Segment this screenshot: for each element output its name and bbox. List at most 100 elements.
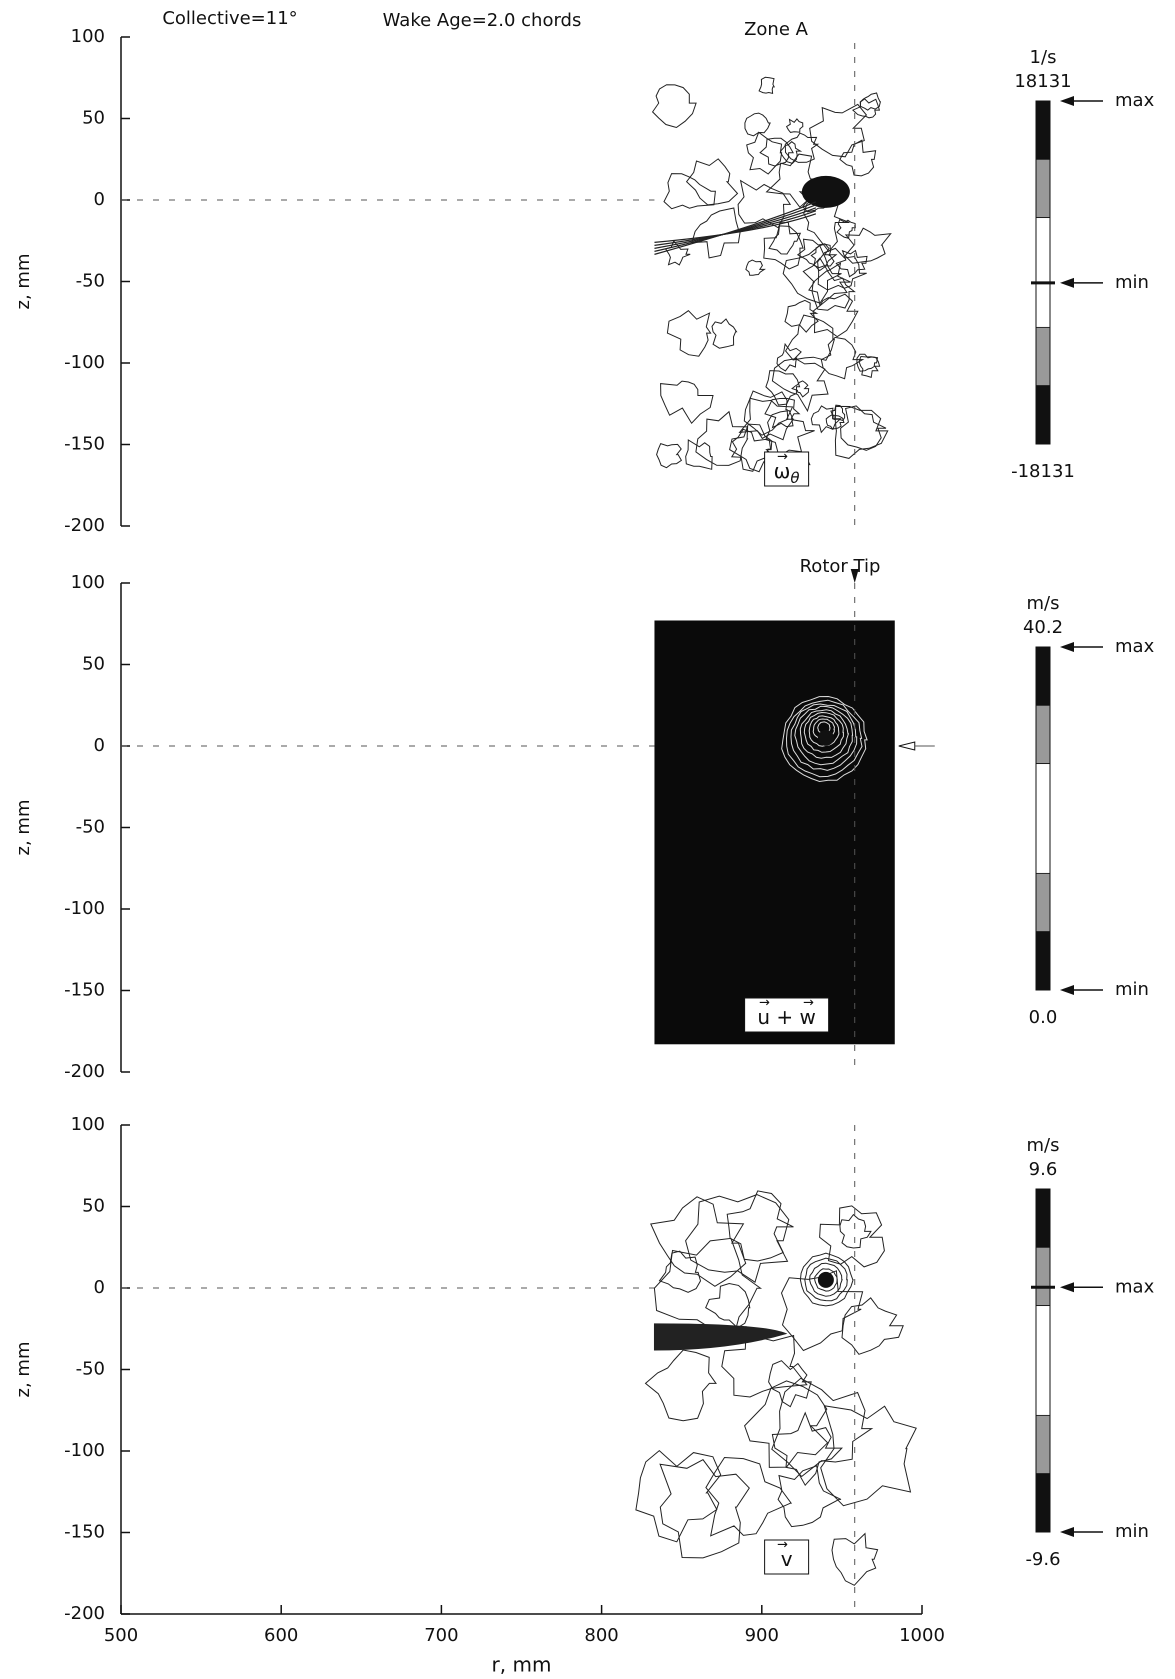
x-axis-label: r, mm: [492, 1653, 552, 1677]
contour-line: [650, 1196, 747, 1287]
colorbar-min-label: min: [1115, 272, 1149, 293]
contour-line: [803, 199, 850, 253]
vortex-ring: [804, 1257, 848, 1302]
contour-line: [765, 370, 801, 406]
colorbar-unit: m/s: [1027, 1135, 1060, 1156]
x-tick-label: 900: [745, 1625, 779, 1646]
contour-line: [835, 249, 868, 278]
y-tick-label: -100: [64, 1440, 105, 1461]
contour-line: [695, 410, 749, 466]
quantity-box: [764, 1539, 810, 1575]
colorbar-max-value: 18131: [1014, 71, 1071, 92]
colorbar-min-value: -18131: [1011, 461, 1075, 482]
colorbar-segment: [1035, 931, 1051, 991]
collective-label: Collective=11°: [162, 8, 297, 29]
contour-line: [764, 397, 801, 429]
quantity-label: v: [781, 1547, 793, 1571]
arrow-head: [1060, 96, 1074, 106]
contour-line: [856, 353, 879, 372]
contour-line: [791, 380, 810, 398]
quantity-box: [764, 451, 810, 487]
vortex-ring: [809, 1262, 843, 1297]
contour-line: [658, 1250, 702, 1293]
y-tick-label: 50: [82, 108, 105, 129]
contour-line: [758, 76, 776, 95]
contour-line: [691, 207, 741, 259]
y-tick-label: -100: [64, 352, 105, 373]
rotor-tip-label: Rotor Tip: [800, 556, 881, 577]
vortex-ring: [814, 1268, 838, 1292]
colorbar-min-value: 0.0: [1029, 1007, 1058, 1028]
contours: [781, 695, 868, 783]
contour-line: [782, 244, 842, 304]
quantity-label: ωθ: [774, 459, 800, 487]
y-tick-label: 50: [82, 1196, 105, 1217]
contour-line: [685, 439, 713, 470]
contour-line: [840, 405, 887, 451]
shear-layer: [654, 210, 817, 246]
colorbar-segment: [1035, 158, 1051, 219]
contours: [651, 76, 892, 476]
quantity-symbol: ω: [774, 459, 791, 483]
colorbar-max-value: 40.2: [1023, 617, 1063, 638]
contour-line: [746, 131, 783, 175]
contour-line: [771, 1377, 874, 1478]
colorbar-segment: [1035, 385, 1051, 445]
colorbar-segment: [1035, 1305, 1051, 1416]
y-tick-label: 100: [71, 572, 105, 593]
colorbar-segment: [1035, 217, 1051, 328]
colorbar-segment: [1035, 1473, 1051, 1533]
y-tick-label: -50: [76, 271, 105, 292]
contour-line: [763, 225, 804, 270]
x-tick-label: 700: [424, 1625, 458, 1646]
contour-line: [651, 84, 697, 129]
contour-line: [834, 405, 889, 459]
y-tick-label: -50: [76, 817, 105, 838]
contour-line: [771, 1411, 843, 1487]
arrow-head: [1060, 642, 1074, 652]
contour-line: [784, 314, 835, 361]
vector-arrow: →: [777, 450, 788, 465]
y-tick-label: -50: [76, 1359, 105, 1380]
contour-line: [744, 1380, 829, 1468]
contour-line: [666, 310, 712, 357]
colorbar: [1035, 646, 1051, 991]
contour-line: [841, 1297, 904, 1355]
y-tick-label: -150: [64, 434, 105, 455]
colorbar-segment: [1035, 763, 1051, 874]
y-tick-label: -200: [64, 1603, 105, 1624]
shear-layer: [654, 204, 817, 252]
contour-line: [656, 442, 683, 469]
x-tick-label: 1000: [899, 1625, 945, 1646]
colorbar-max-label: max: [1115, 636, 1155, 657]
zero-marker: [898, 741, 916, 751]
colorbar-unit: 1/s: [1030, 47, 1057, 68]
contour-line: [744, 112, 771, 137]
arrow-head: [1060, 1282, 1074, 1293]
y-axis-label: z, mm: [13, 254, 34, 310]
colorbar-min-label: min: [1115, 1521, 1149, 1542]
quantity-symbol: v: [781, 1547, 793, 1571]
contour-line: [738, 397, 795, 441]
data-region: [654, 620, 895, 1045]
contour-line: [830, 404, 846, 422]
zone-label: Zone A: [744, 19, 809, 40]
contour-line: [811, 269, 856, 311]
x-tick-label: 500: [104, 1625, 138, 1646]
vortex-ring: [808, 715, 840, 747]
quantity-label: u + w: [757, 1005, 816, 1029]
colorbar-segment: [1035, 704, 1051, 765]
y-tick-label: 0: [94, 1277, 105, 1298]
contour-line: [776, 342, 802, 372]
rotor-tip-marker: [850, 569, 859, 583]
contour-line: [768, 1360, 812, 1408]
contour-line: [771, 358, 829, 413]
vortex-ring: [799, 1252, 854, 1307]
y-axis-label: z, mm: [13, 1342, 34, 1398]
colorbar-segment: [1035, 326, 1051, 387]
contour-line: [859, 92, 882, 111]
y-tick-label: 0: [94, 189, 105, 210]
colorbar-unit: m/s: [1027, 593, 1060, 614]
colorbar-segment: [1035, 1414, 1051, 1475]
